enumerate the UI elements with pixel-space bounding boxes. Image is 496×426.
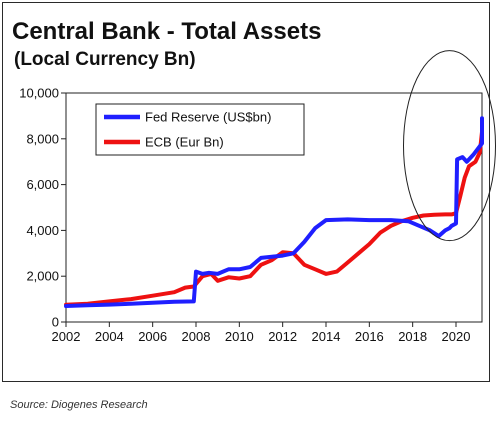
x-tick-label: 2020: [442, 329, 471, 344]
y-tick-label: 2,000: [26, 269, 59, 284]
legend-label: ECB (Eur Bn): [145, 135, 224, 150]
legend-box: [95, 103, 305, 156]
x-tick-label: 2016: [355, 329, 384, 344]
x-tick-label: 2008: [182, 329, 211, 344]
series-line-fed: [64, 116, 484, 308]
x-tick-label: 2006: [138, 329, 167, 344]
chart-title: Central Bank - Total Assets: [12, 18, 322, 45]
x-tick-label: 2004: [95, 329, 124, 344]
source-note: Source: Diogenes Research: [10, 399, 148, 411]
x-tick-label: 2012: [268, 329, 297, 344]
x-tick-label: 2010: [225, 329, 254, 344]
y-tick-label: 6,000: [26, 177, 59, 192]
x-tick-label: 2014: [312, 329, 341, 344]
x-tick-label: 2018: [398, 329, 427, 344]
series-line-ecb: [64, 129, 484, 307]
legend-label: Fed Reserve (US$bn): [145, 110, 271, 125]
y-tick-label: 4,000: [26, 223, 59, 238]
y-tick-label: 0: [52, 315, 59, 330]
plot-area-border: [65, 92, 483, 323]
y-tick-label: 8,000: [26, 131, 59, 146]
y-tick-label: 10,000: [19, 86, 59, 101]
chart-frame: [2, 2, 490, 382]
x-tick-label: 2002: [52, 329, 81, 344]
chart-subtitle: (Local Currency Bn): [14, 49, 196, 70]
